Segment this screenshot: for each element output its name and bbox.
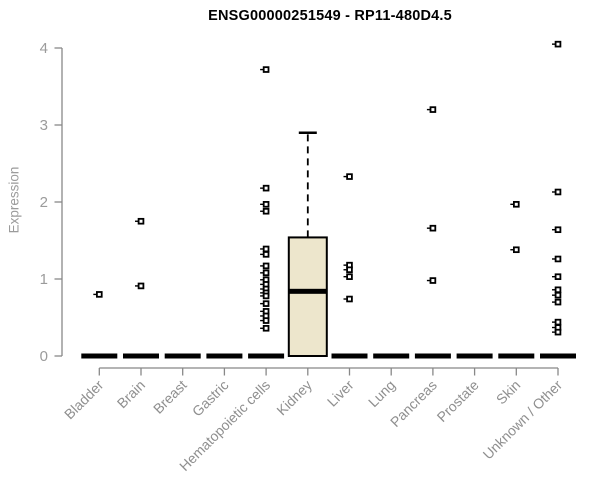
lung-collapsed-box [373, 353, 410, 359]
unknown-other-outlier-point [554, 255, 562, 263]
brain-collapsed-box [123, 353, 159, 359]
x-tick-label-brain: Brain [114, 377, 148, 411]
unknown-other-outlier-point [554, 291, 562, 299]
liver-outlier-point [346, 173, 353, 180]
x-tick-label-lung: Lung [365, 377, 398, 410]
series [81, 40, 576, 359]
kidney-median-line [288, 288, 327, 294]
y-tick-label: 3 [40, 117, 48, 134]
hematopoietic-cells-outlier-point [262, 317, 270, 324]
x-tick-label-bladder: Bladder [61, 377, 107, 423]
x-tick-label-breast: Breast [150, 377, 190, 417]
x-tick-label-kidney: Kidney [273, 377, 315, 419]
breast-collapsed-box [164, 353, 201, 359]
bladder-outlier-point [96, 291, 103, 298]
hematopoietic-cells-outlier-point [262, 262, 270, 270]
hematopoietic-cells-outlier-point [262, 300, 270, 307]
unknown-other-outlier-point [554, 286, 562, 294]
hematopoietic-cells-outlier-point [262, 245, 270, 253]
hematopoietic-cells-outlier-point [262, 292, 270, 300]
unknown-other-outlier-point [554, 318, 562, 326]
y-axis: 0 1 2 3 4 [40, 40, 63, 365]
unknown-other-outlier-point [554, 298, 562, 306]
unknown-other-outlier-point [554, 226, 562, 234]
kidney-box [287, 236, 328, 357]
pancreas-outlier-point [429, 106, 437, 113]
unknown-other-collapsed-box [540, 353, 576, 359]
unknown-other-outlier-point [554, 273, 562, 280]
pancreas-outlier-point [429, 277, 437, 284]
y-tick-label: 0 [40, 348, 48, 365]
pancreas-outlier-point [429, 224, 437, 232]
x-tick-label-prostate: Prostate [434, 377, 482, 425]
hematopoietic-cells-outlier-point [262, 201, 270, 208]
skin-outlier-point [513, 246, 520, 254]
liver-outlier-point [346, 266, 353, 274]
hematopoietic-cells-outlier-point [262, 251, 270, 258]
hematopoietic-cells-outlier-point [262, 269, 270, 277]
y-tick-label: 4 [40, 40, 48, 57]
y-tick-label: 2 [40, 194, 48, 211]
brain-outlier-point [137, 282, 145, 290]
brain-outlier-point [137, 217, 145, 225]
hematopoietic-cells-outlier-point [262, 207, 270, 215]
x-tick-label-unknown-other: Unknown / Other [480, 377, 566, 463]
chart-title: ENSG00000251549 - RP11-480D4.5 [208, 8, 452, 24]
hematopoietic-cells-outlier-point [262, 184, 270, 192]
pancreas-collapsed-box [414, 353, 451, 359]
liver-outlier-point [346, 273, 353, 280]
y-tick-label: 1 [40, 271, 48, 288]
unknown-other-outlier-point [554, 40, 562, 48]
skin-collapsed-box [498, 353, 535, 359]
liver-collapsed-box [331, 353, 368, 359]
x-tick-label-liver: Liver [324, 377, 357, 410]
liver-outlier-point [346, 295, 353, 303]
hematopoietic-cells-outlier-point [262, 324, 270, 332]
unknown-other-outlier-point [554, 328, 562, 336]
hematopoietic-cells-outlier-point [262, 66, 270, 73]
unknown-other-outlier-point [554, 188, 562, 196]
prostate-collapsed-box [456, 353, 493, 359]
x-tick-label-skin: Skin [493, 377, 524, 408]
hematopoietic-cells-collapsed-box [248, 353, 285, 359]
gastric-collapsed-box [206, 353, 243, 359]
bladder-collapsed-box [81, 353, 118, 359]
skin-outlier-point [513, 201, 520, 208]
